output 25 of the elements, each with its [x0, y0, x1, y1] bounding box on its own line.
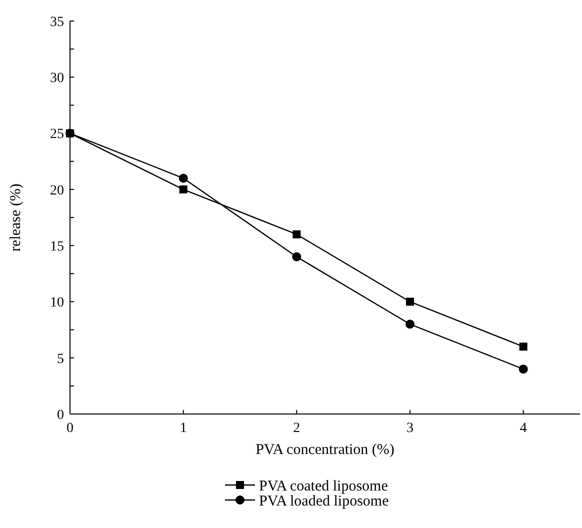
x-tick-label: 2 — [293, 421, 300, 436]
legend-label: PVA coated liposome — [259, 478, 388, 494]
y-tick-label: 0 — [57, 408, 64, 423]
y-tick-label: 5 — [57, 352, 64, 367]
x-axis-title: PVA concentration (%) — [256, 442, 394, 458]
point — [518, 364, 528, 374]
y-tick-label: 20 — [50, 183, 64, 198]
x-tick-label: 0 — [66, 421, 74, 436]
x-tick-label: 3 — [406, 421, 414, 436]
point — [519, 342, 528, 351]
y-tick-label: 25 — [50, 127, 64, 142]
point — [178, 174, 188, 183]
point — [292, 230, 301, 238]
x-tick-label: 1 — [180, 421, 187, 436]
x-tick-label: 4 — [520, 421, 527, 436]
y-tick-label: 15 — [50, 239, 64, 254]
legend-label: PVA loaded liposome — [259, 493, 390, 510]
point — [406, 320, 414, 329]
y-tick-label: 35 — [50, 14, 64, 30]
y-tick-label: 10 — [50, 296, 64, 311]
point — [292, 252, 302, 262]
y-axis-title: release (%) — [8, 184, 24, 252]
point — [179, 185, 188, 194]
point — [406, 298, 414, 306]
y-tick-label: 30 — [50, 71, 64, 86]
